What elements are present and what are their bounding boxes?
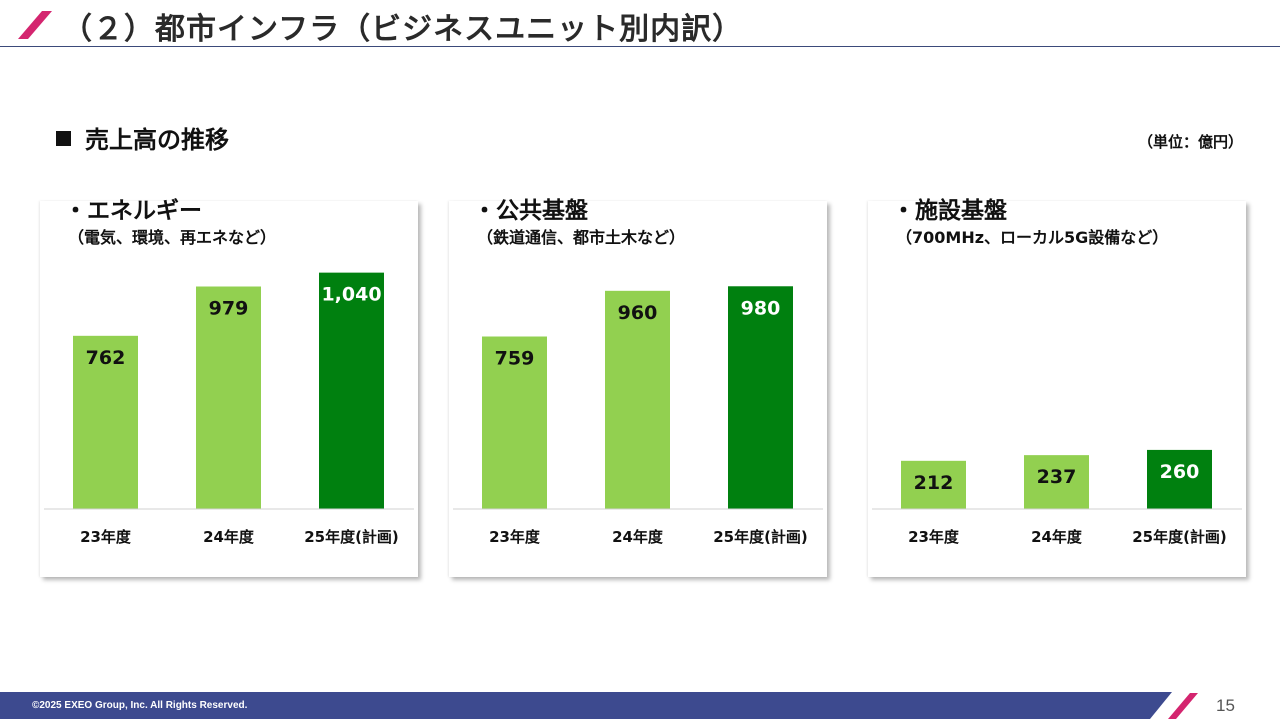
bar-chart-energy: 762 23年度 979 24年度 1,040 25年度(計画): [44, 272, 414, 546]
bar-3: [319, 272, 384, 509]
title-divider: [0, 46, 1280, 47]
accent-slash-icon: [18, 11, 52, 39]
data-label: 979: [209, 298, 249, 320]
category-label: 24年度: [203, 528, 255, 546]
category-label: 23年度: [80, 528, 132, 546]
footer-accent-slash-icon: [1168, 693, 1198, 719]
section-heading-text: 売上高の推移: [85, 126, 229, 154]
bar-1: [73, 335, 138, 509]
data-label: 960: [618, 302, 658, 324]
data-label: 212: [914, 472, 954, 494]
chart-title: ・エネルギー: [64, 198, 202, 224]
bar-2: [1024, 455, 1089, 509]
bullet-square-icon: [56, 131, 71, 146]
chart-panel-facility-infra: ・施設基盤 （700MHz、ローカル5G設備など） 212 23年度 237 24年度…: [868, 198, 1246, 577]
chart-panel-public-infra: ・公共基盤 （鉄道通信、都市土木など） 759 23年度 960 24年度 980 25年…: [449, 198, 827, 577]
chart-title: ・公共基盤: [473, 198, 588, 224]
section-heading: 売上高の推移: [56, 120, 229, 155]
footer-cut: [1150, 692, 1280, 719]
category-label: 25年度(計画): [713, 528, 808, 546]
category-label: 25年度(計画): [1132, 528, 1227, 546]
bar-3: [1147, 449, 1212, 509]
chart-subtitle: （鉄道通信、都市土木など）: [477, 228, 686, 247]
bar-1: [901, 460, 966, 509]
chart-title: ・施設基盤: [892, 198, 1007, 224]
chart-panel-energy: ・エネルギー （電気、環境、再エネなど） 762 23年度 979 24年度 1,040…: [40, 198, 418, 577]
bar-2: [605, 290, 670, 509]
copyright-text: ©2025 EXEO Group, Inc. All Rights Reserv…: [32, 700, 248, 711]
category-label: 25年度(計画): [304, 528, 399, 546]
bar-2: [196, 286, 261, 509]
page-title: （２）都市インフラ（ビジネスユニット別内訳）: [62, 12, 744, 47]
data-label: 237: [1037, 466, 1077, 488]
unit-note: （単位：億円）: [1138, 133, 1244, 151]
category-label: 24年度: [1031, 528, 1083, 546]
data-label: 762: [86, 347, 126, 369]
footer-bar: [0, 692, 1280, 719]
category-label: 24年度: [612, 528, 664, 546]
data-label: 1,040: [321, 284, 381, 306]
page-number: 15: [1216, 696, 1235, 715]
bar-chart-facility-infra: 212 23年度 237 24年度 260 25年度(計画): [872, 449, 1242, 546]
chart-subtitle: （700MHz、ローカル5G設備など）: [896, 228, 1169, 247]
category-label: 23年度: [908, 528, 960, 546]
bar-1: [482, 336, 547, 509]
data-label: 260: [1160, 461, 1200, 483]
bar-chart-public-infra: 759 23年度 960 24年度 980 25年度(計画): [453, 286, 823, 546]
data-label: 980: [741, 297, 781, 319]
data-label: 759: [495, 348, 535, 370]
chart-subtitle: （電気、環境、再エネなど）: [68, 228, 277, 247]
category-label: 23年度: [489, 528, 541, 546]
bar-3: [728, 286, 793, 509]
